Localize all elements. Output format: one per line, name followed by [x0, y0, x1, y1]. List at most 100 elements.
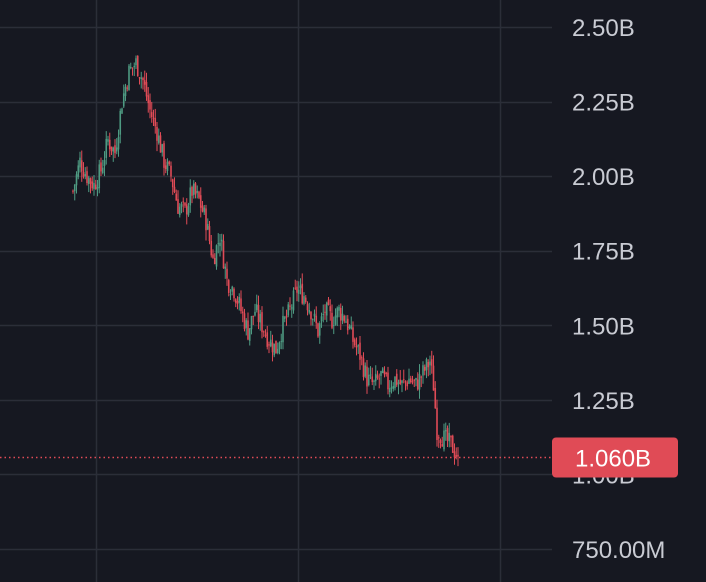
- candle: [341, 305, 344, 325]
- y-axis[interactable]: 2.50B2.25B2.00B1.75B1.50B1.25B1.00B750.0…: [572, 15, 665, 564]
- candle: [324, 304, 326, 320]
- candle: [385, 371, 388, 377]
- candle-body: [234, 299, 237, 303]
- candle: [180, 201, 183, 214]
- candle: [350, 316, 353, 330]
- candle: [236, 296, 239, 310]
- candle-body: [112, 147, 115, 152]
- candle: [357, 344, 360, 354]
- candle-body: [378, 378, 381, 380]
- candle: [159, 132, 162, 153]
- candle: [376, 370, 379, 380]
- candle-body: [129, 66, 132, 69]
- candle-body: [219, 242, 221, 247]
- candle-body: [170, 165, 172, 177]
- candle-body: [299, 285, 302, 289]
- candle-body: [217, 243, 220, 245]
- candle-body: [324, 311, 326, 313]
- candle-body: [245, 320, 248, 328]
- candle: [156, 122, 158, 152]
- candle-body: [402, 379, 405, 381]
- candle-body: [136, 55, 139, 77]
- candle: [213, 253, 216, 265]
- candle: [360, 355, 363, 366]
- candle: [140, 71, 143, 89]
- candle: [124, 83, 127, 102]
- candle: [297, 281, 300, 302]
- candle-body: [320, 316, 323, 321]
- candle-body: [387, 372, 389, 390]
- candle: [129, 62, 132, 70]
- candle-body: [238, 296, 241, 303]
- candle-body: [241, 311, 244, 314]
- candles: [72, 55, 459, 467]
- candle: [427, 359, 430, 377]
- candle: [413, 378, 416, 388]
- candle: [177, 190, 179, 215]
- candle-body: [128, 65, 130, 91]
- candle-body: [395, 373, 398, 386]
- candle-body: [73, 184, 76, 192]
- candle: [353, 337, 356, 348]
- candle-body: [401, 380, 403, 383]
- candle-body: [416, 379, 419, 390]
- candle-body: [373, 380, 375, 382]
- candle: [262, 330, 265, 337]
- candle: [367, 367, 370, 387]
- candle: [131, 67, 134, 76]
- candle-body: [72, 190, 74, 192]
- candle: [115, 138, 118, 155]
- candle: [310, 311, 312, 326]
- candle: [294, 279, 297, 291]
- candle: [422, 361, 424, 384]
- candle: [178, 203, 181, 218]
- candle-body: [252, 315, 255, 317]
- candle-body: [408, 378, 410, 384]
- candle: [432, 355, 435, 391]
- candle: [84, 167, 87, 180]
- candle: [257, 295, 260, 330]
- candle-body: [317, 323, 319, 337]
- candle-body: [205, 208, 207, 231]
- candle: [112, 146, 115, 162]
- candle-body: [313, 313, 316, 317]
- candle-body: [364, 365, 367, 377]
- candle-body: [231, 286, 234, 292]
- candle-body: [203, 207, 206, 213]
- candle-body: [233, 288, 235, 299]
- candle: [380, 370, 382, 385]
- candle: [138, 76, 141, 85]
- candle: [94, 179, 97, 190]
- candle-body: [240, 298, 242, 312]
- candle: [135, 55, 137, 69]
- candle-body: [287, 304, 290, 316]
- candle: [80, 150, 83, 182]
- candle: [240, 290, 242, 314]
- candle: [331, 304, 333, 330]
- candle: [401, 379, 403, 393]
- candle: [147, 87, 150, 113]
- candle-body: [367, 374, 370, 386]
- candle-body: [331, 312, 333, 328]
- y-axis-tick-label: 1.50B: [572, 313, 635, 340]
- candle: [107, 135, 109, 146]
- candle-body: [399, 379, 402, 384]
- y-axis-tick-label: 1.25B: [572, 388, 635, 415]
- candle-body: [191, 186, 193, 196]
- candle-body: [332, 325, 335, 327]
- candle: [220, 233, 223, 251]
- candle: [453, 443, 456, 465]
- candle: [114, 139, 116, 159]
- candle-body: [432, 365, 435, 391]
- candle-body: [329, 306, 332, 312]
- candle-body: [306, 304, 309, 311]
- candle-body: [82, 172, 85, 177]
- candle-body: [285, 315, 288, 318]
- candle: [255, 294, 258, 313]
- candle: [271, 334, 274, 362]
- candle: [238, 293, 241, 311]
- candle-body: [415, 378, 417, 380]
- candle-body: [122, 93, 125, 107]
- candle: [164, 159, 167, 174]
